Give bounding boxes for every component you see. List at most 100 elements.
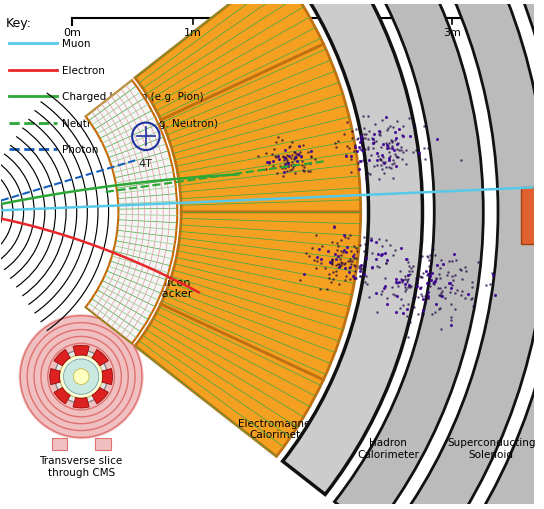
Point bbox=[408, 262, 417, 270]
Point bbox=[269, 158, 277, 166]
Point bbox=[404, 301, 412, 309]
Point bbox=[374, 128, 383, 136]
Point bbox=[399, 132, 407, 140]
Point bbox=[360, 261, 368, 269]
Point bbox=[426, 276, 435, 285]
Point bbox=[281, 147, 289, 155]
Point bbox=[281, 155, 289, 163]
Point bbox=[386, 153, 394, 161]
Point bbox=[262, 158, 271, 166]
Point bbox=[368, 140, 377, 148]
Point bbox=[306, 160, 315, 168]
Point bbox=[436, 305, 444, 313]
Point bbox=[401, 146, 410, 154]
Wedge shape bbox=[85, 81, 177, 344]
Point bbox=[327, 259, 336, 267]
Point bbox=[367, 152, 375, 160]
Point bbox=[353, 135, 362, 144]
Point bbox=[429, 279, 437, 288]
Point bbox=[285, 144, 293, 152]
Point bbox=[338, 260, 347, 268]
Point bbox=[357, 265, 366, 273]
Point bbox=[447, 322, 456, 330]
Point bbox=[429, 278, 438, 287]
Text: 1m: 1m bbox=[184, 29, 202, 38]
Point bbox=[379, 141, 387, 149]
Point bbox=[383, 145, 392, 153]
Point bbox=[347, 152, 356, 160]
Point bbox=[341, 153, 350, 161]
FancyBboxPatch shape bbox=[521, 188, 538, 245]
Point bbox=[332, 256, 341, 264]
Point bbox=[283, 168, 292, 176]
Point bbox=[420, 145, 429, 153]
Point bbox=[372, 157, 381, 165]
Point bbox=[369, 145, 378, 153]
Point bbox=[343, 119, 352, 127]
Point bbox=[378, 152, 386, 160]
Point bbox=[403, 255, 411, 263]
Point bbox=[340, 276, 349, 285]
Point bbox=[355, 262, 363, 270]
Point bbox=[369, 162, 378, 171]
Point bbox=[377, 144, 386, 152]
Wedge shape bbox=[485, 0, 544, 509]
Point bbox=[437, 287, 446, 295]
Point bbox=[275, 155, 284, 163]
Point bbox=[332, 271, 341, 279]
Point bbox=[385, 145, 394, 153]
Point bbox=[356, 263, 364, 271]
Point bbox=[378, 117, 387, 125]
Point bbox=[445, 257, 454, 265]
Circle shape bbox=[48, 344, 114, 410]
Point bbox=[383, 294, 392, 302]
Point bbox=[398, 277, 407, 285]
Point bbox=[281, 154, 289, 162]
Point bbox=[272, 139, 281, 147]
Point bbox=[336, 251, 345, 260]
Point bbox=[441, 295, 450, 303]
Point bbox=[280, 157, 288, 165]
Point bbox=[358, 147, 367, 155]
Point bbox=[441, 284, 449, 292]
Point bbox=[450, 305, 459, 314]
Point bbox=[351, 274, 360, 282]
Point bbox=[367, 237, 375, 245]
Text: Muon: Muon bbox=[63, 39, 91, 49]
Point bbox=[388, 157, 397, 165]
Point bbox=[416, 285, 424, 293]
Point bbox=[436, 264, 444, 272]
Point bbox=[262, 166, 270, 174]
Point bbox=[292, 154, 300, 162]
Point bbox=[281, 164, 289, 173]
Point bbox=[369, 139, 378, 147]
Point bbox=[342, 243, 351, 251]
Point bbox=[457, 291, 466, 299]
Point bbox=[278, 165, 287, 173]
Point bbox=[294, 151, 302, 159]
Point bbox=[403, 276, 411, 285]
Point bbox=[394, 278, 403, 287]
Point bbox=[416, 285, 424, 293]
Point bbox=[391, 291, 399, 299]
Point bbox=[378, 251, 386, 259]
Point bbox=[288, 139, 296, 147]
Point bbox=[487, 269, 496, 277]
Text: 2m: 2m bbox=[330, 29, 348, 38]
Wedge shape bbox=[435, 0, 544, 509]
Point bbox=[355, 166, 363, 174]
Point bbox=[376, 156, 385, 164]
Point bbox=[401, 255, 410, 263]
Point bbox=[398, 309, 407, 318]
Point bbox=[386, 137, 395, 145]
Point bbox=[393, 118, 401, 126]
Circle shape bbox=[54, 350, 108, 403]
Point bbox=[399, 122, 407, 130]
Point bbox=[393, 282, 402, 291]
Point bbox=[339, 232, 348, 240]
Point bbox=[332, 267, 341, 275]
Point bbox=[343, 143, 352, 151]
Text: 4T: 4T bbox=[139, 159, 153, 168]
Point bbox=[339, 131, 348, 139]
Point bbox=[276, 162, 285, 171]
